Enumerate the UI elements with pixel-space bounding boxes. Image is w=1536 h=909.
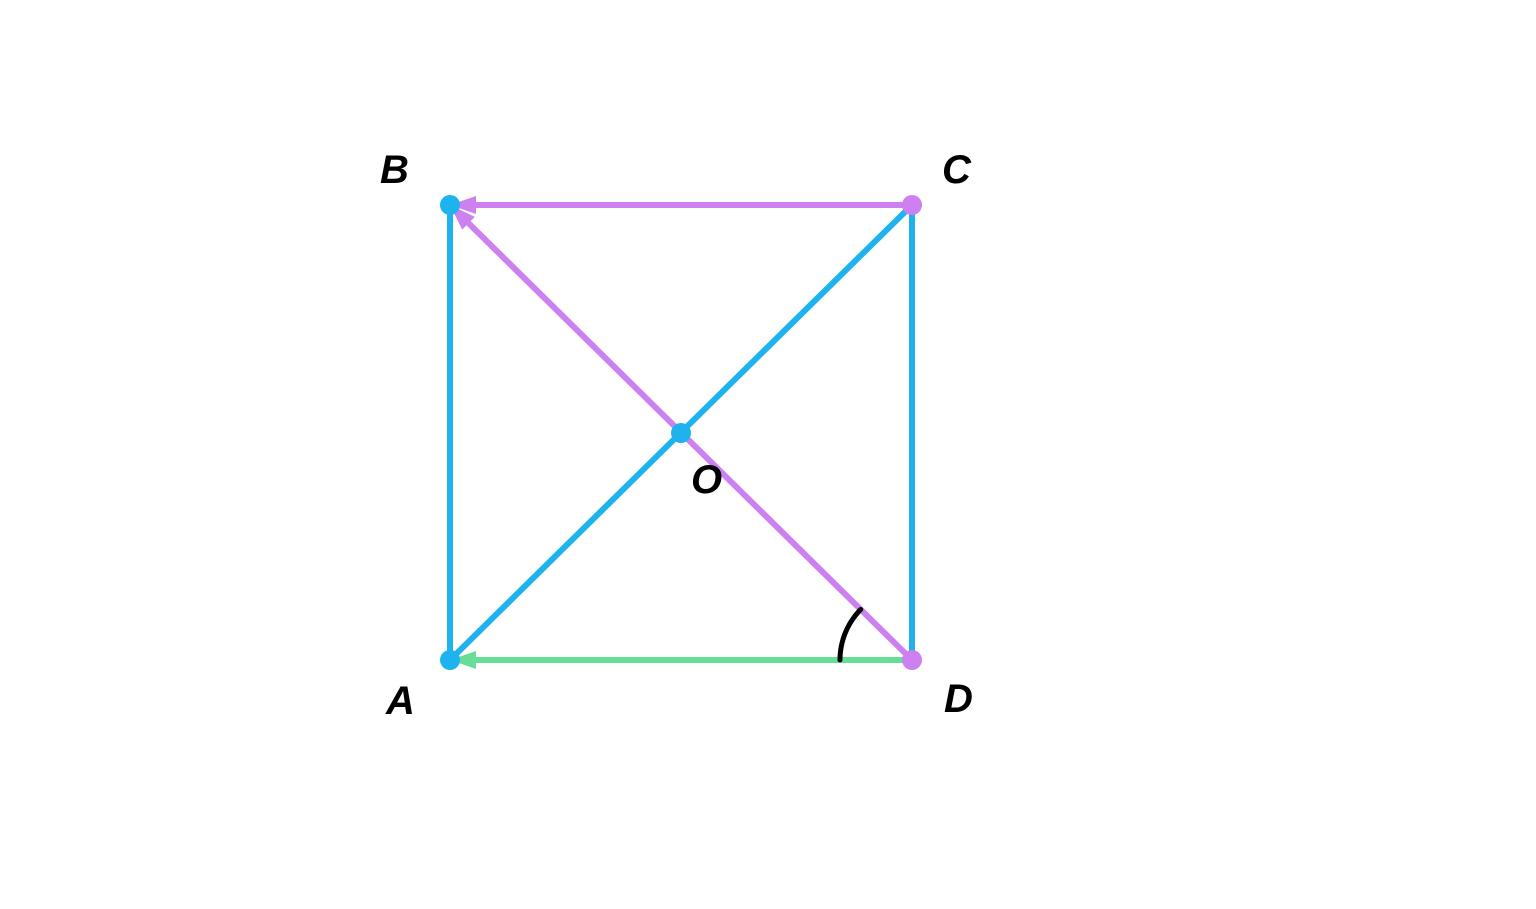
point-B: [440, 195, 460, 215]
label-O: O: [691, 458, 722, 502]
geometry-svg: A B C D O: [0, 0, 1536, 909]
angle-mark-angleADB: [840, 609, 861, 660]
label-B: B: [380, 148, 409, 192]
diagram-canvas: A B C D O: [0, 0, 1536, 909]
label-C: C: [942, 148, 972, 192]
point-D: [902, 650, 922, 670]
point-O: [671, 423, 691, 443]
point-C: [902, 195, 922, 215]
label-A: A: [385, 679, 415, 723]
point-A: [440, 650, 460, 670]
label-D: D: [944, 677, 973, 721]
